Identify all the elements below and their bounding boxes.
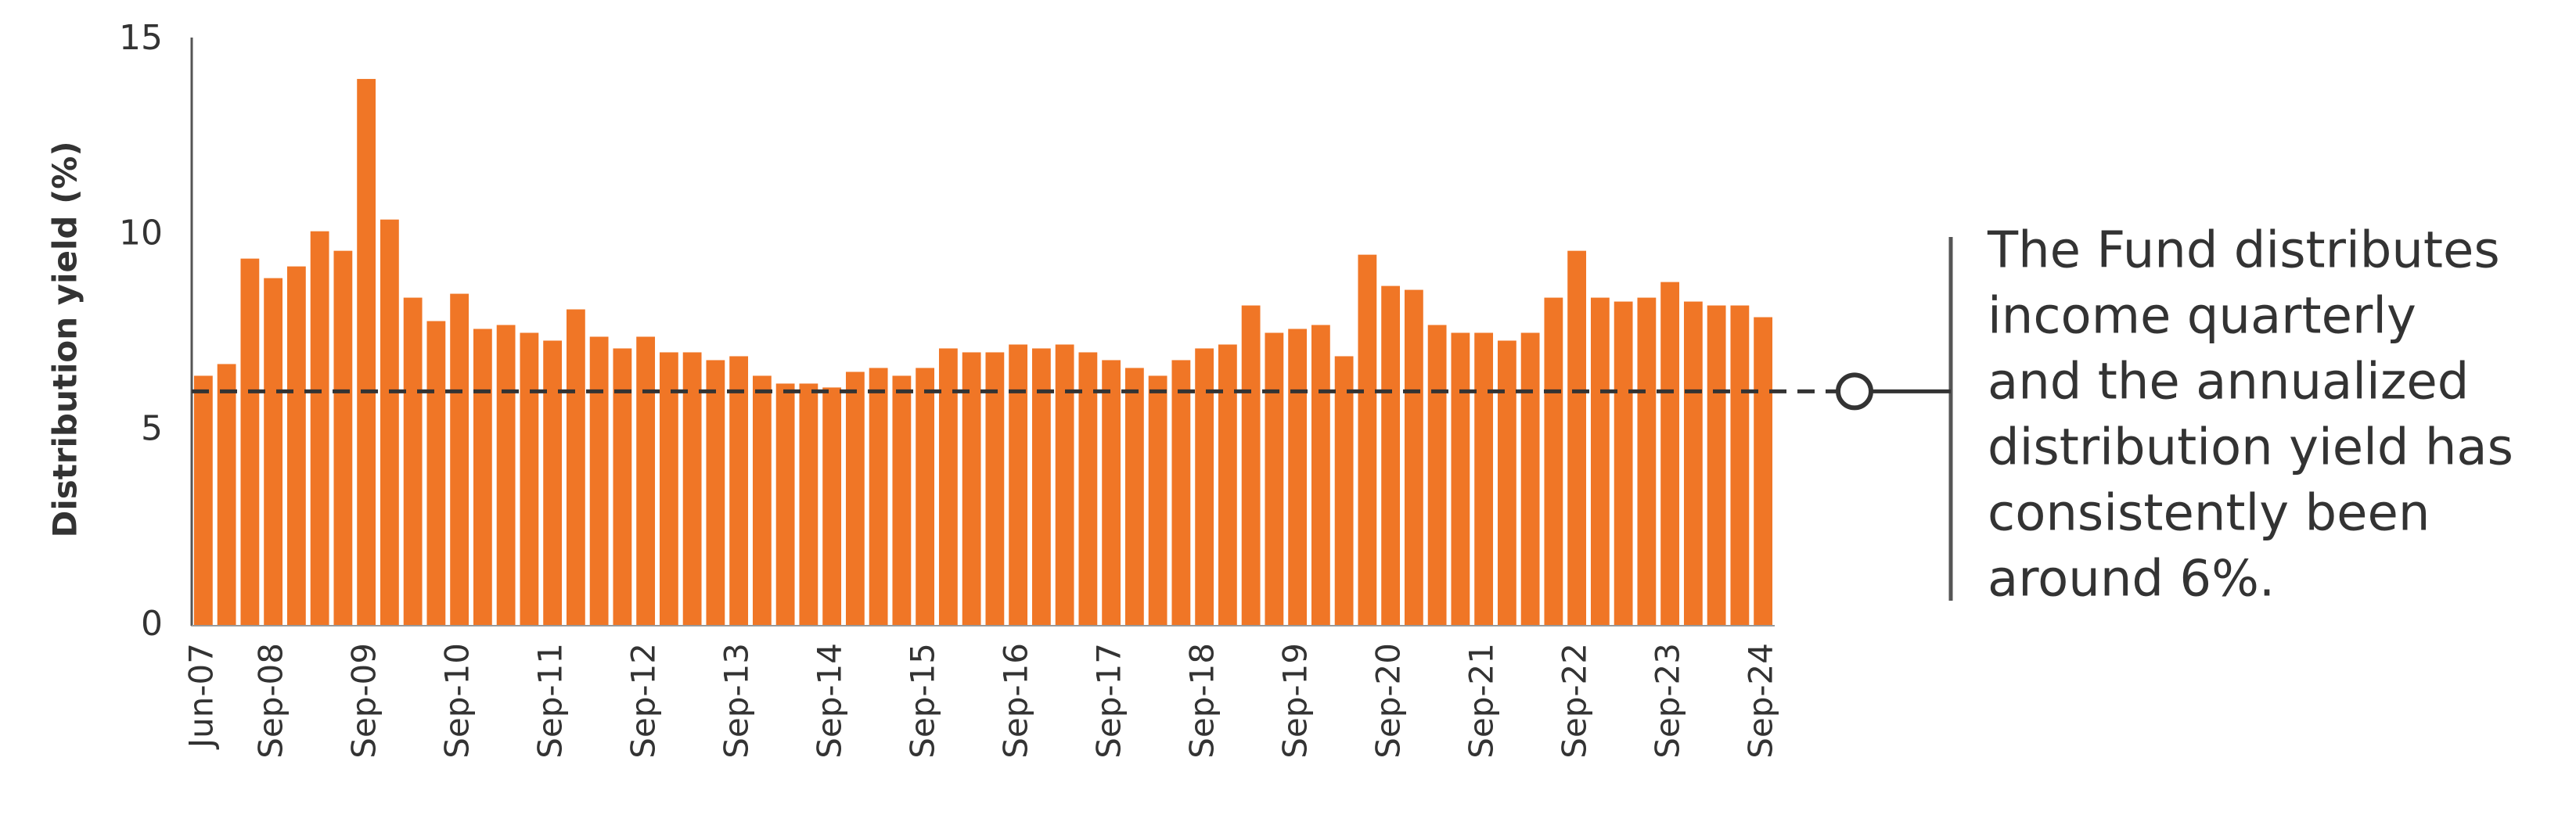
annotation-text: distribution yield has (1988, 419, 2513, 477)
bar (1567, 250, 1587, 626)
bar (357, 78, 376, 626)
bar (1427, 325, 1447, 626)
bar (1218, 344, 1237, 626)
bar (659, 352, 678, 626)
bar (1358, 254, 1377, 626)
x-tick-label: Sep-10 (438, 643, 477, 759)
bar (1334, 356, 1354, 626)
annotation-text: consistently been (1988, 485, 2430, 543)
bar (636, 336, 656, 626)
annotation-text: around 6%. (1988, 551, 2275, 609)
bar (1754, 317, 1773, 626)
y-axis-title: Distribution yield (%) (46, 141, 85, 537)
x-tick-label: Sep-17 (1090, 643, 1128, 759)
bar (473, 329, 492, 626)
bar (799, 383, 818, 626)
bar (1660, 282, 1680, 626)
bar (333, 250, 353, 626)
bar (706, 360, 725, 626)
bar (193, 375, 213, 626)
bar (938, 348, 958, 626)
bar (286, 266, 306, 626)
x-tick-label: Sep-24 (1742, 643, 1780, 759)
y-tick-label: 5 (141, 408, 163, 448)
bar (1195, 348, 1214, 626)
bar (543, 340, 563, 626)
bar (240, 258, 260, 626)
bar (1497, 340, 1516, 626)
bar (1730, 305, 1750, 626)
x-tick-label: Sep-09 (345, 643, 383, 759)
bar (1520, 332, 1540, 626)
bar (916, 368, 935, 626)
bar (589, 336, 609, 626)
x-tick-label: Sep-15 (904, 643, 942, 759)
x-tick-label: Sep-20 (1369, 643, 1408, 759)
y-tick-label: 15 (119, 18, 163, 58)
bar (1381, 285, 1401, 626)
bar (1590, 297, 1610, 626)
bar (1124, 368, 1144, 626)
bar (869, 368, 888, 626)
bar (1683, 301, 1703, 626)
y-tick-label: 0 (141, 604, 163, 644)
bar (1102, 360, 1121, 626)
x-tick-label: Sep-08 (252, 643, 290, 759)
bar (775, 383, 795, 626)
bar (450, 293, 470, 626)
bar (845, 372, 865, 626)
reference-marker (1836, 372, 1873, 411)
bar (682, 352, 702, 626)
bar (729, 356, 749, 626)
x-tick-label: Sep-22 (1556, 643, 1594, 759)
x-tick-label: Sep-13 (718, 643, 756, 759)
bar (403, 297, 423, 626)
bar (1544, 297, 1563, 626)
x-tick-label: Sep-14 (811, 643, 849, 759)
bar (1288, 329, 1308, 626)
bar (985, 352, 1005, 626)
bar (613, 348, 632, 626)
bar (822, 387, 842, 626)
x-tick-label: Sep-16 (997, 643, 1035, 759)
bar (1078, 352, 1098, 626)
x-tick-label: Sep-23 (1649, 643, 1687, 759)
bar (496, 325, 516, 626)
bar (1707, 305, 1726, 626)
bar (1171, 360, 1191, 626)
bar (310, 231, 329, 626)
bar (1614, 301, 1633, 626)
bar (1451, 332, 1470, 626)
x-tick-label: Sep-21 (1462, 643, 1501, 759)
bar (1474, 332, 1494, 626)
annotation-text: income quarterly (1988, 288, 2416, 346)
bar (962, 352, 981, 626)
x-tick-label: Sep-11 (531, 643, 570, 759)
bar (566, 309, 585, 626)
bar (380, 219, 399, 626)
x-tick-label: Jun-07 (182, 643, 220, 750)
bar (1637, 297, 1657, 626)
bar (520, 332, 539, 626)
x-tick-label: Sep-12 (624, 643, 663, 759)
bar (217, 364, 236, 626)
annotation-text: and the annualized (1988, 354, 2469, 411)
bar (1009, 344, 1028, 626)
bar (1311, 325, 1330, 626)
annotation-text: The Fund distributes (1987, 222, 2500, 280)
x-tick-label: Sep-18 (1183, 643, 1221, 759)
bar (892, 375, 912, 626)
bar (1055, 344, 1074, 626)
bar (1265, 332, 1284, 626)
bar (264, 278, 283, 626)
bar (752, 375, 772, 626)
bar (1148, 375, 1167, 626)
bar (1031, 348, 1051, 626)
y-tick-label: 10 (119, 214, 163, 253)
x-tick-label: Sep-19 (1276, 643, 1315, 759)
bar (1404, 289, 1423, 626)
bar (1241, 305, 1261, 626)
bar (426, 321, 446, 626)
